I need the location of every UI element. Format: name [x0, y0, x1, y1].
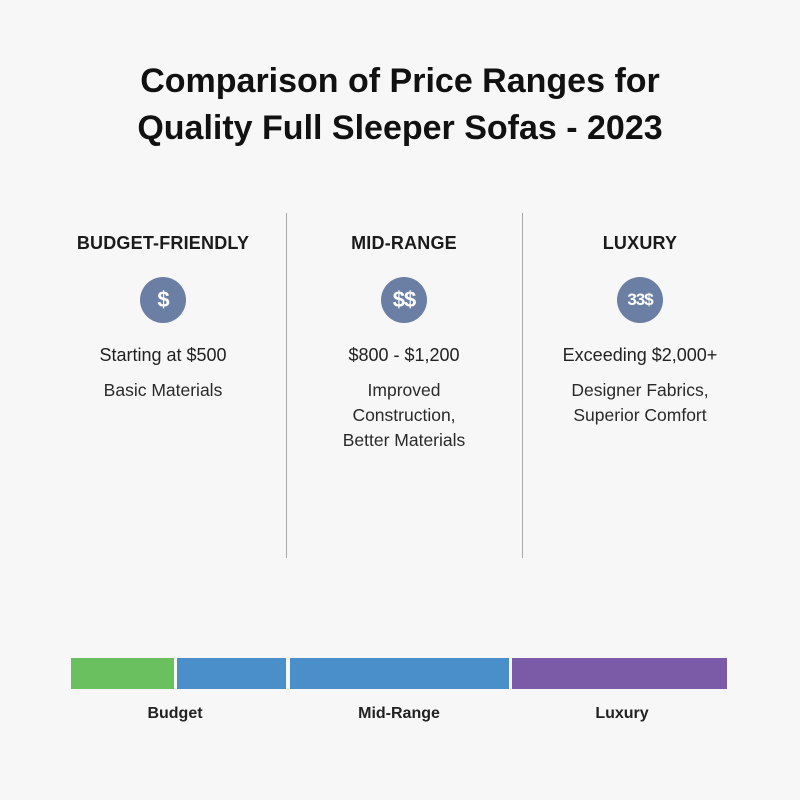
dollar-icon: $ [140, 277, 186, 323]
scale-segment-mid-range-2 [290, 658, 509, 689]
tier-mid-range-column: MID-RANGE $$ $800 - $1,200 Improved Cons… [286, 230, 522, 453]
tier-heading: LUXURY [602, 233, 678, 253]
tier-price: Exceeding $2,000+ [562, 345, 718, 365]
tier-description-line: Better Materials [342, 430, 466, 450]
tier-description: Improved Construction, Better Materials [286, 378, 522, 453]
tier-description: Designer Fabrics, Superior Comfort [522, 378, 758, 428]
tier-description-line: Improved [367, 380, 441, 400]
scale-label-budget: Budget [147, 705, 203, 722]
tier-luxury-column: LUXURY 33$ Exceeding $2,000+ Designer Fa… [522, 230, 758, 428]
triple-dollar-icon: 33$ [617, 277, 663, 323]
scale-segment-mid-range-1 [177, 658, 286, 689]
column-divider-1 [286, 213, 287, 558]
tier-description-line: Basic Materials [103, 380, 223, 400]
title-line-1: Comparison of Price Ranges for [140, 62, 660, 100]
tier-description-line: Superior Comfort [573, 405, 707, 425]
tier-budget-column: BUDGET-FRIENDLY $ Starting at $500 Basic… [45, 230, 281, 403]
tier-heading: BUDGET-FRIENDLY [76, 233, 250, 253]
column-divider-2 [522, 213, 523, 558]
double-dollar-icon: $$ [381, 277, 427, 323]
scale-label-mid-range: Mid-Range [358, 705, 440, 722]
tier-heading: MID-RANGE [351, 233, 457, 253]
tier-description-line: Designer Fabrics, [571, 380, 709, 400]
tier-price: Starting at $500 [99, 345, 227, 365]
title-line-2: Quality Full Sleeper Sofas - 2023 [137, 109, 663, 147]
scale-segment-luxury [512, 658, 727, 689]
tier-description-line: Construction, [352, 405, 456, 425]
page-title: Comparison of Price Ranges for Quality F… [40, 58, 760, 152]
scale-label-luxury: Luxury [595, 705, 649, 722]
tier-description: Basic Materials [45, 378, 281, 403]
tier-price: $800 - $1,200 [348, 345, 460, 365]
scale-segment-budget [71, 658, 174, 689]
